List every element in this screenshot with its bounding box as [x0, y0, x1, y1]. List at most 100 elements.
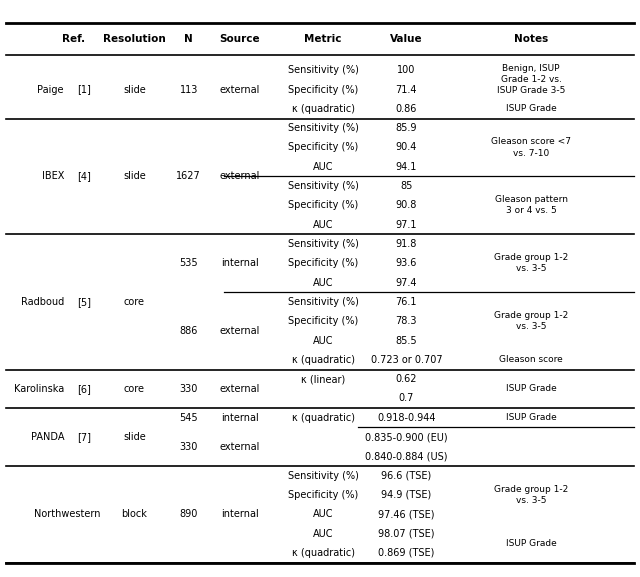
Text: 76.1: 76.1	[396, 297, 417, 307]
Text: Benign, ISUP
Grade 1-2 vs.
ISUP Grade 3-5: Benign, ISUP Grade 1-2 vs. ISUP Grade 3-…	[497, 64, 565, 95]
Text: ISUP Grade: ISUP Grade	[506, 104, 557, 113]
Text: external: external	[220, 384, 260, 394]
Text: AUC: AUC	[313, 529, 333, 538]
Text: 94.1: 94.1	[396, 162, 417, 172]
Text: 330: 330	[180, 384, 198, 394]
Text: ISUP Grade: ISUP Grade	[506, 539, 557, 548]
Text: ISUP Grade: ISUP Grade	[506, 413, 557, 422]
Text: 886: 886	[180, 326, 198, 336]
Text: AUC: AUC	[313, 278, 333, 287]
Text: external: external	[220, 85, 260, 95]
Text: IBEX: IBEX	[42, 171, 64, 181]
Text: Value: Value	[390, 34, 422, 44]
Text: internal: internal	[221, 258, 259, 268]
Text: block: block	[122, 509, 147, 519]
Text: 85.9: 85.9	[396, 123, 417, 133]
Text: 78.3: 78.3	[396, 316, 417, 326]
Text: Gleason pattern
3 or 4 vs. 5: Gleason pattern 3 or 4 vs. 5	[495, 196, 568, 215]
Text: N: N	[184, 34, 193, 44]
Text: Notes: Notes	[514, 34, 548, 44]
Text: 97.4: 97.4	[396, 278, 417, 287]
Text: AUC: AUC	[313, 220, 333, 230]
Text: 85: 85	[400, 181, 413, 191]
Text: 91.8: 91.8	[396, 239, 417, 249]
Text: Sensitivity (%): Sensitivity (%)	[288, 239, 358, 249]
Text: [5]: [5]	[77, 297, 91, 307]
Text: 330: 330	[180, 442, 198, 452]
Text: 0.918-0.944: 0.918-0.944	[377, 413, 436, 423]
Text: 0.723 or 0.707: 0.723 or 0.707	[371, 355, 442, 365]
Text: 94.9 (TSE): 94.9 (TSE)	[381, 490, 431, 500]
Text: Radboud: Radboud	[20, 297, 64, 307]
Text: slide: slide	[123, 85, 146, 95]
Text: 0.62: 0.62	[396, 374, 417, 384]
Text: Gleason score: Gleason score	[499, 355, 563, 364]
Text: Sensitivity (%): Sensitivity (%)	[288, 65, 358, 75]
Text: Specificity (%): Specificity (%)	[288, 490, 358, 500]
Text: Grade group 1-2
vs. 3-5: Grade group 1-2 vs. 3-5	[494, 485, 568, 505]
Text: Paige: Paige	[38, 85, 64, 95]
Text: PANDA: PANDA	[31, 432, 64, 442]
Text: 535: 535	[179, 258, 198, 268]
Text: 85.5: 85.5	[396, 336, 417, 346]
Text: slide: slide	[123, 171, 146, 181]
Text: 96.6 (TSE): 96.6 (TSE)	[381, 471, 431, 481]
Text: Sensitivity (%): Sensitivity (%)	[288, 181, 358, 191]
Text: core: core	[124, 384, 145, 394]
Text: [7]: [7]	[77, 432, 91, 442]
Text: κ (linear): κ (linear)	[301, 374, 346, 384]
Text: κ (quadratic): κ (quadratic)	[292, 104, 355, 114]
Text: Grade group 1-2
vs. 3-5: Grade group 1-2 vs. 3-5	[494, 311, 568, 331]
Text: 71.4: 71.4	[396, 85, 417, 95]
Text: κ (quadratic): κ (quadratic)	[292, 413, 355, 423]
Text: 0.7: 0.7	[399, 394, 414, 403]
Text: 97.1: 97.1	[396, 220, 417, 230]
Text: Source: Source	[220, 34, 260, 44]
Text: Specificity (%): Specificity (%)	[288, 258, 358, 268]
Text: 98.07 (TSE): 98.07 (TSE)	[378, 529, 435, 538]
Text: 93.6: 93.6	[396, 258, 417, 268]
Text: Grade group 1-2
vs. 3-5: Grade group 1-2 vs. 3-5	[494, 253, 568, 273]
Text: 97.46 (TSE): 97.46 (TSE)	[378, 509, 435, 519]
Text: Metric: Metric	[305, 34, 342, 44]
Text: Specificity (%): Specificity (%)	[288, 316, 358, 326]
Text: 90.8: 90.8	[396, 200, 417, 211]
Text: 1627: 1627	[177, 171, 201, 181]
Text: external: external	[220, 442, 260, 452]
Text: AUC: AUC	[313, 336, 333, 346]
Text: κ (quadratic): κ (quadratic)	[292, 355, 355, 365]
Text: [1]: [1]	[77, 85, 91, 95]
Text: [6]: [6]	[77, 384, 91, 394]
Text: 0.835-0.900 (EU): 0.835-0.900 (EU)	[365, 432, 448, 442]
Text: Northwestern: Northwestern	[34, 509, 100, 519]
Text: Sensitivity (%): Sensitivity (%)	[288, 471, 358, 481]
Text: AUC: AUC	[313, 509, 333, 519]
Text: 113: 113	[180, 85, 198, 95]
Text: κ (quadratic): κ (quadratic)	[292, 548, 355, 558]
Text: 90.4: 90.4	[396, 143, 417, 152]
Text: internal: internal	[221, 413, 259, 423]
Text: Sensitivity (%): Sensitivity (%)	[288, 297, 358, 307]
Text: core: core	[124, 297, 145, 307]
Text: slide: slide	[123, 432, 146, 442]
Text: 890: 890	[180, 509, 198, 519]
Text: external: external	[220, 171, 260, 181]
Text: Specificity (%): Specificity (%)	[288, 143, 358, 152]
Text: [4]: [4]	[77, 171, 91, 181]
Text: Ref.: Ref.	[62, 34, 85, 44]
Text: AUC: AUC	[313, 162, 333, 172]
Text: Gleason score <7
vs. 7-10: Gleason score <7 vs. 7-10	[492, 137, 571, 158]
Text: 0.86: 0.86	[396, 104, 417, 114]
Text: Karolinska: Karolinska	[13, 384, 64, 394]
Text: 545: 545	[179, 413, 198, 423]
Text: 0.869 (TSE): 0.869 (TSE)	[378, 548, 435, 558]
Text: ISUP Grade: ISUP Grade	[506, 384, 557, 394]
Text: 0.840-0.884 (US): 0.840-0.884 (US)	[365, 451, 447, 462]
Text: internal: internal	[221, 509, 259, 519]
Text: external: external	[220, 326, 260, 336]
Text: Resolution: Resolution	[103, 34, 166, 44]
Text: Sensitivity (%): Sensitivity (%)	[288, 123, 358, 133]
Text: 100: 100	[397, 65, 415, 75]
Text: Specificity (%): Specificity (%)	[288, 85, 358, 95]
Text: Specificity (%): Specificity (%)	[288, 200, 358, 211]
